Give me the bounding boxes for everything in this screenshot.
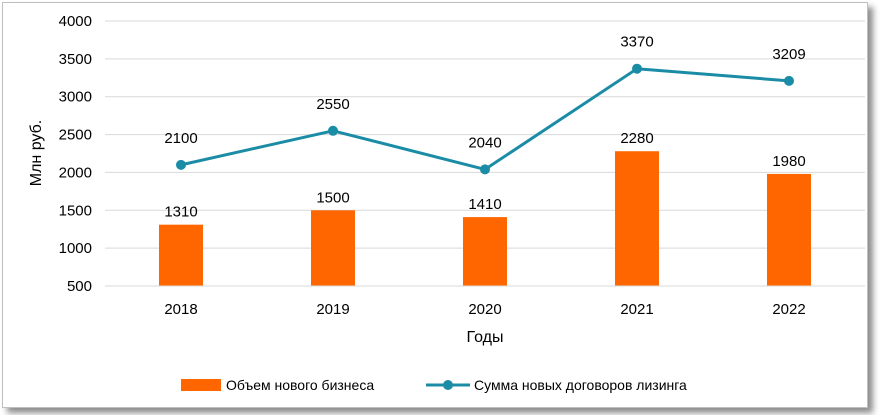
legend-bar-swatch: [181, 379, 221, 391]
x-tick-label: 2020: [468, 301, 501, 318]
line-data-label: 2040: [468, 134, 501, 151]
y-axis-title: Млн руб.: [28, 120, 45, 186]
y-tick-label: 4000: [59, 13, 92, 30]
bar-data-label: 1980: [772, 153, 805, 170]
y-tick-label: 1000: [59, 240, 92, 257]
y-axis-tick-labels: 500 1000 1500 2000 2500 3000 3500 4000: [59, 13, 92, 295]
line-point: [328, 125, 338, 136]
bar: [311, 210, 355, 286]
bar: [767, 173, 811, 286]
chart-frame: [2, 2, 868, 408]
legend-line-marker: [443, 380, 453, 390]
legend-line-label: Сумма новых договоров лизинга: [474, 377, 687, 393]
bar: [159, 224, 203, 286]
line-point: [632, 63, 642, 74]
y-tick-label: 500: [67, 278, 92, 295]
y-tick-label: 1500: [59, 202, 92, 219]
line-point: [784, 75, 794, 86]
y-tick-label: 3500: [59, 51, 92, 68]
line-point: [176, 159, 186, 170]
y-tick-label: 2000: [59, 164, 92, 181]
bar-data-labels: 1310 1500 1410 2280 1980: [164, 130, 805, 220]
x-tick-label: 2021: [620, 301, 653, 318]
legend-bar-label: Объем нового бизнеса: [226, 377, 374, 393]
bar-data-label: 2280: [620, 130, 653, 147]
line-data-label: 2550: [316, 96, 349, 113]
bar-data-label: 1310: [164, 204, 197, 221]
line-series: [176, 63, 794, 175]
line-data-label: 2100: [164, 130, 197, 147]
series-line: [180, 67, 790, 171]
x-axis-tick-labels: 2018 2019 2020 2021 2022: [164, 301, 805, 318]
y-tick-label: 3000: [59, 89, 92, 106]
x-tick-label: 2018: [164, 301, 197, 318]
x-tick-label: 2022: [772, 301, 805, 318]
line-data-label: 3370: [620, 34, 653, 51]
x-axis-title: Годы: [467, 329, 504, 346]
gridlines: [105, 20, 865, 249]
bar: [615, 151, 659, 286]
line-data-label: 3209: [772, 46, 805, 63]
bar-data-label: 1410: [468, 196, 501, 213]
x-tick-label: 2019: [316, 301, 349, 318]
legend: Объем нового бизнеса Сумма новых договор…: [181, 377, 687, 393]
y-tick-label: 2500: [59, 127, 92, 144]
bar: [463, 217, 507, 286]
line-data-labels: 2100 2550 2040 3370 3209: [164, 34, 805, 152]
line-point: [480, 164, 490, 175]
bar-data-label: 1500: [316, 189, 349, 206]
bar-series: [159, 151, 811, 286]
